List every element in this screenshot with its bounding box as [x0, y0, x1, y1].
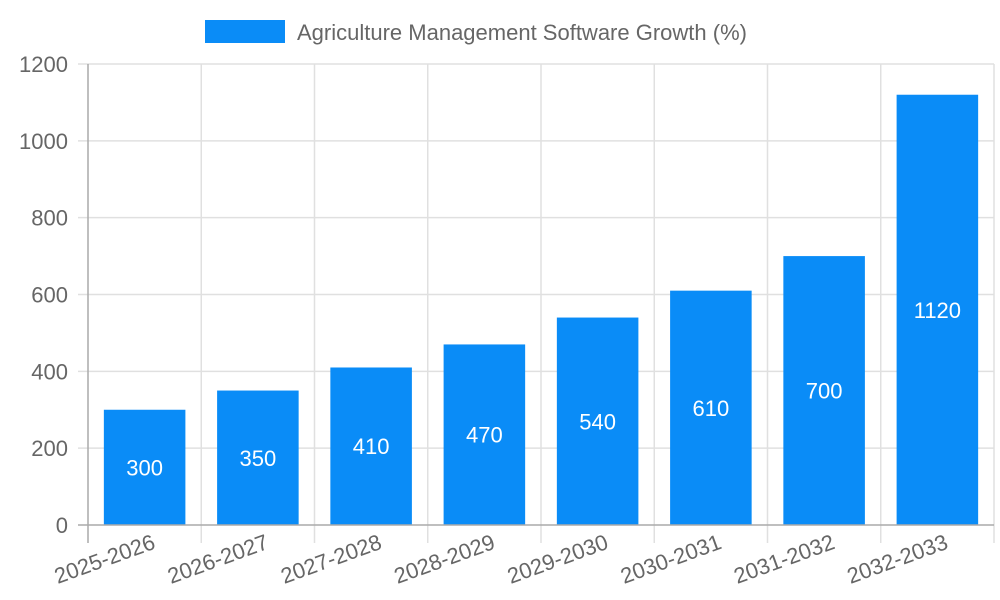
bar[interactable] [217, 390, 299, 525]
x-tick-label: 2026-2027 [164, 529, 271, 588]
y-tick-label: 0 [56, 513, 68, 538]
y-tick-label: 800 [31, 206, 68, 231]
y-tick-label: 600 [31, 283, 68, 308]
grid [78, 63, 995, 543]
bars: 300 350 410 470 540 610 700 1120 [103, 94, 979, 525]
y-tick-label: 1200 [19, 52, 68, 77]
x-tick-label: 2031-2032 [730, 529, 837, 588]
bar[interactable] [670, 290, 752, 525]
bar[interactable] [330, 367, 412, 525]
bar-value-label: 540 [579, 409, 616, 434]
bar[interactable] [896, 94, 979, 525]
y-tick-label: 200 [31, 436, 68, 461]
bar[interactable] [783, 256, 865, 525]
x-tick-label: 2028-2029 [391, 529, 498, 588]
legend[interactable]: Agriculture Management Software Growth (… [205, 20, 747, 45]
bar-value-label: 1120 [914, 298, 961, 323]
bar-value-label: 350 [240, 446, 277, 471]
x-tick-label: 2032-2033 [844, 529, 951, 588]
x-tick-label: 2030-2031 [617, 529, 724, 588]
x-tick-label: 2029-2030 [504, 529, 611, 588]
x-tick-label: 2027-2028 [277, 529, 384, 588]
bar-value-label: 700 [806, 379, 843, 404]
y-tick-label: 1000 [19, 129, 68, 154]
bar[interactable] [103, 409, 186, 525]
legend-swatch [205, 20, 285, 43]
y-tick-label: 400 [31, 359, 68, 384]
x-tick-label: 2025-2026 [51, 529, 158, 588]
bar-value-label: 300 [126, 455, 163, 480]
legend-label: Agriculture Management Software Growth (… [297, 20, 747, 45]
bar[interactable] [443, 344, 526, 525]
bar-value-label: 610 [693, 396, 730, 421]
bar-value-label: 410 [353, 434, 390, 459]
bar-value-label: 470 [466, 423, 503, 448]
bar[interactable] [556, 317, 639, 525]
